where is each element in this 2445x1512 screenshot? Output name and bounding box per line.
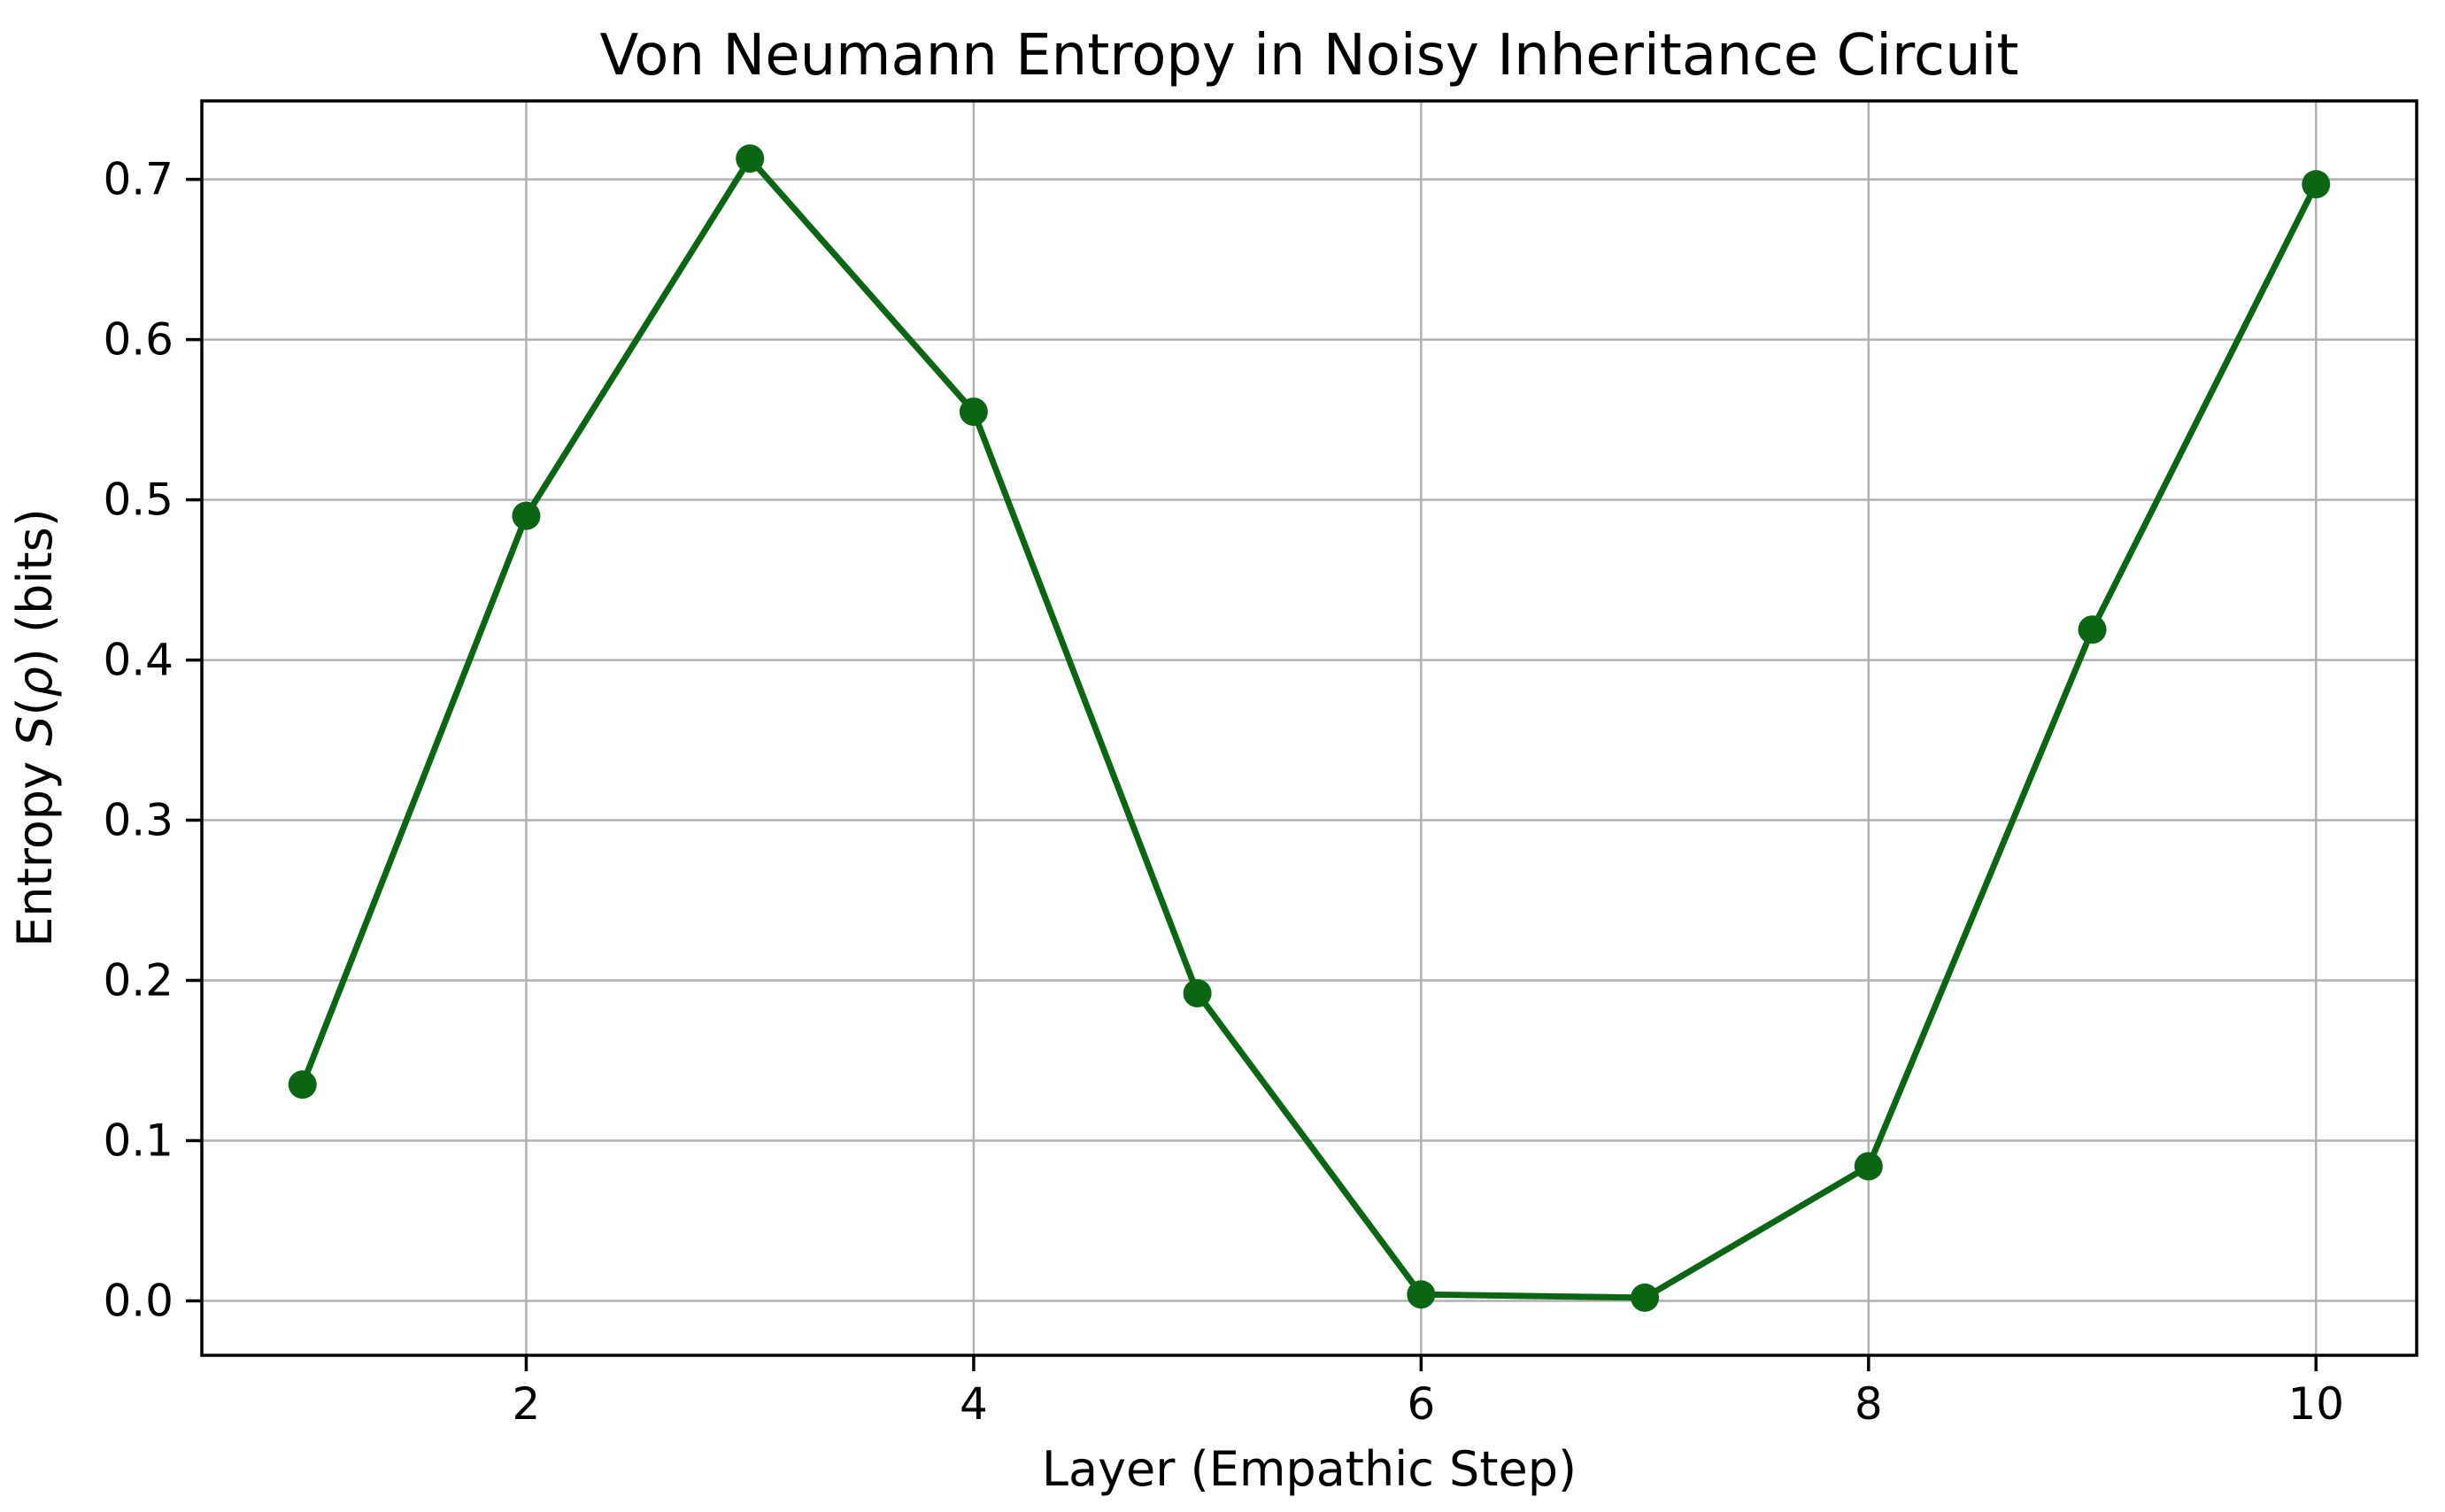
data-point-marker bbox=[1631, 1283, 1660, 1312]
x-tick-label: 4 bbox=[960, 1378, 988, 1430]
y-tick-label: 0.5 bbox=[103, 474, 174, 526]
data-point-marker bbox=[959, 397, 988, 427]
data-point-marker bbox=[1407, 1280, 1436, 1309]
y-axis-label: Entropy S(ρ) (bits) bbox=[7, 508, 63, 947]
data-point-marker bbox=[2078, 615, 2107, 644]
data-point-marker bbox=[2302, 170, 2331, 199]
y-tick-labels: 0.0 0.1 0.2 0.3 0.4 0.5 0.6 0.7 bbox=[103, 154, 174, 1327]
gridlines bbox=[202, 101, 2417, 1355]
x-tick-label: 2 bbox=[513, 1378, 541, 1430]
plot-frame bbox=[200, 99, 2418, 1357]
y-tick-label: 0.0 bbox=[103, 1275, 174, 1326]
x-tick-label: 8 bbox=[1855, 1378, 1883, 1430]
y-tick-label: 0.6 bbox=[103, 314, 174, 366]
y-tick-label: 0.3 bbox=[103, 795, 174, 846]
data-markers bbox=[288, 144, 2331, 1312]
data-point-marker bbox=[288, 1070, 317, 1099]
x-tick-labels: 2 4 6 8 10 bbox=[513, 1378, 2345, 1430]
y-tick-label: 0.7 bbox=[103, 154, 174, 205]
tick-marks bbox=[186, 177, 2318, 1371]
data-point-marker bbox=[512, 501, 541, 530]
data-point-marker bbox=[736, 144, 765, 174]
y-tick-label: 0.2 bbox=[103, 955, 174, 1007]
chart-title: Von Neumann Entropy in Noisy Inheritance… bbox=[599, 23, 2018, 89]
x-axis-label: Layer (Empathic Step) bbox=[1042, 1441, 1577, 1497]
y-tick-label: 0.4 bbox=[103, 635, 174, 686]
x-tick-label: 6 bbox=[1407, 1378, 1435, 1430]
x-tick-label: 10 bbox=[2287, 1378, 2344, 1430]
data-point-marker bbox=[1854, 1152, 1883, 1181]
y-tick-label: 0.1 bbox=[103, 1115, 174, 1166]
entropy-line bbox=[299, 155, 2319, 1301]
data-point-marker bbox=[1183, 979, 1212, 1008]
